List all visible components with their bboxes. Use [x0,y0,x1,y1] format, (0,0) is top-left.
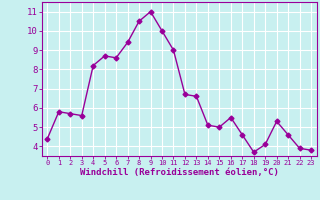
X-axis label: Windchill (Refroidissement éolien,°C): Windchill (Refroidissement éolien,°C) [80,168,279,177]
